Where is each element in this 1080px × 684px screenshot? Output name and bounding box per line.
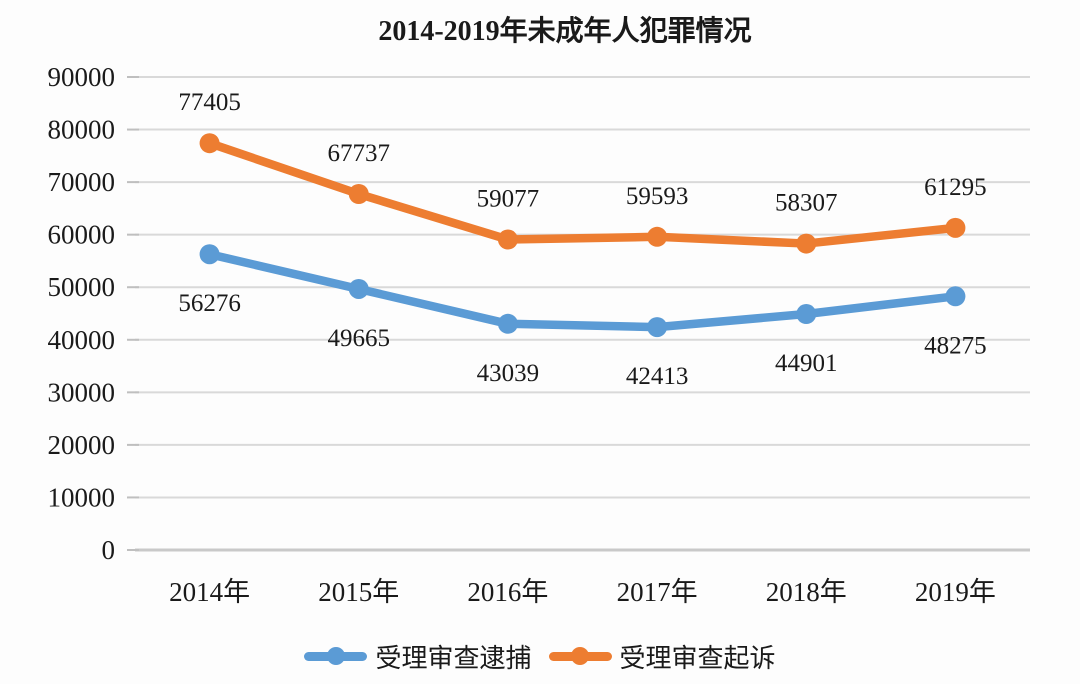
series-line-0 (205, 249, 960, 332)
data-point-label: 61295 (924, 174, 987, 201)
series-line-1 (205, 138, 960, 248)
x-tick-label: 2017年 (617, 577, 698, 607)
data-point-label: 77405 (178, 89, 241, 116)
data-point-marker (945, 286, 966, 307)
data-point-marker (796, 233, 817, 254)
y-tick-label: 30000 (48, 377, 116, 407)
data-point-label: 49665 (328, 325, 391, 352)
data-point-label: 43039 (477, 360, 540, 387)
data-point-marker (497, 313, 518, 334)
y-tick-label: 50000 (48, 272, 116, 302)
data-point-marker (647, 226, 668, 247)
legend-dot-icon (571, 647, 589, 665)
legend-dot-icon (326, 647, 345, 665)
data-point-marker (497, 229, 518, 250)
line-chart-svg: 0 10000 20000 30000 40000 50000 60000 70000 8000… (48, 62, 1030, 607)
y-tick-label: 40000 (48, 325, 116, 355)
x-tick-label: 2015年 (318, 577, 399, 607)
data-point-marker (647, 317, 668, 338)
y-tick-label: 70000 (48, 167, 116, 197)
data-point-marker (348, 278, 369, 299)
legend-label: 受理审查起诉 (619, 643, 776, 673)
y-tick-label: 20000 (48, 430, 116, 460)
legend-line-marker-icon (548, 647, 612, 665)
data-point-marker (199, 133, 220, 154)
x-tick-label: 2018年 (766, 577, 847, 607)
data-point-label: 42413 (626, 363, 689, 390)
x-tick-label: 2019年 (915, 577, 996, 607)
x-tick-label: 2014年 (169, 577, 250, 607)
data-point-marker (199, 244, 220, 265)
y-tick-label: 60000 (48, 220, 116, 250)
legend-item-0: 受理审查逮捕 (304, 638, 532, 675)
x-tick-label: 2016年 (467, 577, 548, 607)
data-point-label: 59593 (626, 183, 689, 210)
data-point-marker (796, 304, 817, 325)
chart-title: 2014-2019年未成年人犯罪情况 (378, 16, 752, 47)
data-point-label: 56276 (178, 290, 241, 317)
data-point-marker (348, 184, 369, 205)
data-point-marker (945, 217, 966, 238)
legend-line-marker-icon (304, 647, 368, 665)
legend: 受理审查逮捕 受理审查起诉 (0, 636, 1080, 676)
data-point-label: 59077 (477, 186, 540, 213)
data-point-label: 67737 (328, 140, 391, 167)
y-tick-label: 10000 (48, 482, 116, 512)
data-point-label: 58307 (775, 190, 838, 217)
y-tick-label: 80000 (48, 115, 116, 145)
legend-label: 受理审查逮捕 (375, 643, 532, 673)
y-tick-label: 90000 (48, 62, 116, 92)
data-point-label: 44901 (775, 350, 838, 377)
data-point-label: 48275 (924, 332, 987, 359)
legend-item-1: 受理审查起诉 (548, 638, 776, 675)
y-tick-label: 0 (102, 535, 116, 565)
